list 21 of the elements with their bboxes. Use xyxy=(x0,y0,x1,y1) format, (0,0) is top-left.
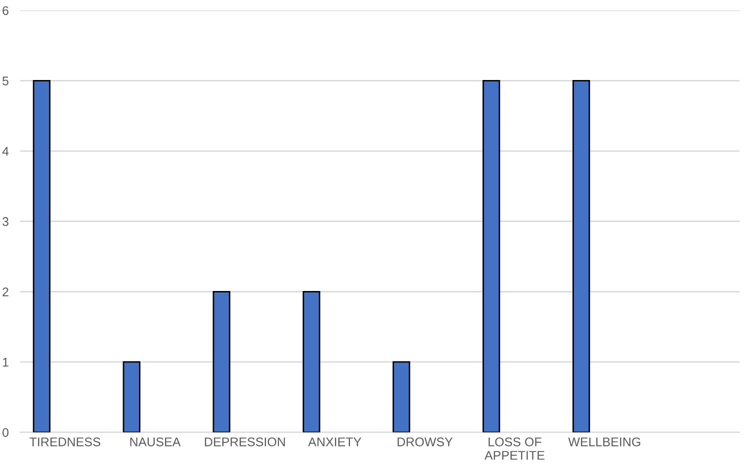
y-tick-label: 3 xyxy=(2,217,8,226)
x-tick-label: NAUSEA xyxy=(130,437,181,446)
y-tick-label: 1 xyxy=(2,358,8,367)
bar xyxy=(392,361,410,432)
x-tick-label: DROWSY xyxy=(398,437,453,446)
bar xyxy=(482,80,500,432)
x-tick-label: LOSS OF APPETITE xyxy=(484,437,544,460)
y-tick-label: 0 xyxy=(2,428,8,437)
x-tick-label: ANXIETY xyxy=(308,438,362,446)
y-tick-label: 5 xyxy=(2,76,8,86)
x-tick-label: DEPRESSION xyxy=(204,437,285,446)
bar xyxy=(302,290,320,432)
y-tick-label: 4 xyxy=(2,146,9,156)
x-tick-label: TIREDNESS xyxy=(30,437,100,446)
y-tick-label: 6 xyxy=(2,6,8,16)
bar xyxy=(572,80,590,432)
bar xyxy=(32,80,50,432)
bar xyxy=(122,361,140,432)
y-tick-label: 2 xyxy=(2,287,8,296)
bar xyxy=(212,290,230,432)
x-tick-label: WELLBEING xyxy=(568,437,640,446)
